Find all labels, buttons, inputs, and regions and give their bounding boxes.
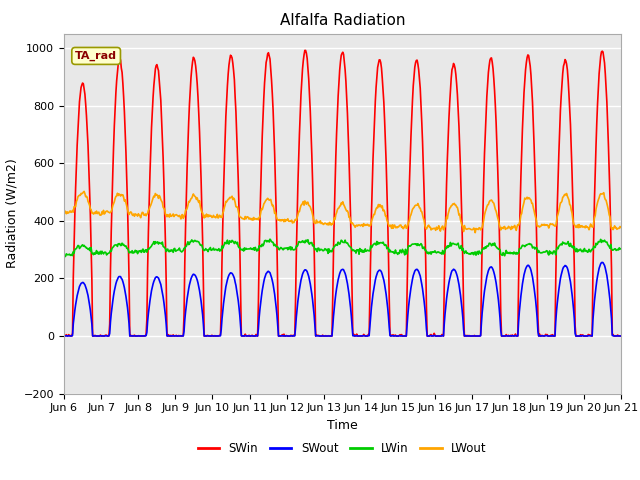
SWin — [412, 60, 419, 65]
SWin — [61, 333, 68, 339]
LWout — [60, 208, 68, 214]
SWin — [128, 333, 136, 339]
SWin — [60, 333, 68, 338]
LWout — [617, 225, 625, 230]
LWout — [70, 204, 78, 210]
LWin — [71, 246, 79, 252]
SWin — [617, 333, 625, 339]
SWout — [128, 333, 136, 339]
SWout — [185, 286, 193, 292]
LWin — [266, 236, 274, 242]
LWin — [185, 242, 193, 248]
SWout — [411, 268, 419, 274]
LWout — [80, 189, 88, 194]
SWout — [214, 333, 222, 339]
Y-axis label: Radiation (W/m2): Radiation (W/m2) — [5, 159, 18, 268]
LWout — [428, 227, 435, 233]
Text: TA_rad: TA_rad — [75, 51, 117, 61]
LWin — [428, 249, 436, 255]
SWout — [71, 308, 79, 313]
SWin — [301, 48, 308, 53]
Line: SWout: SWout — [64, 263, 621, 336]
Title: Alfalfa Radiation: Alfalfa Radiation — [280, 13, 405, 28]
Line: SWin: SWin — [64, 50, 621, 336]
LWin — [617, 246, 625, 252]
LWin — [128, 248, 136, 253]
Line: LWout: LWout — [64, 192, 621, 233]
SWin — [185, 120, 193, 125]
SWout — [428, 333, 435, 338]
LWout — [472, 230, 479, 236]
SWin — [214, 333, 222, 339]
Legend: SWin, SWout, LWin, LWout: SWin, SWout, LWin, LWout — [193, 437, 492, 460]
SWin — [71, 211, 79, 217]
LWin — [60, 252, 68, 257]
LWin — [214, 247, 222, 252]
Line: LWin: LWin — [64, 239, 621, 257]
LWout — [214, 215, 222, 221]
SWout — [60, 333, 68, 339]
SWin — [428, 333, 436, 339]
LWin — [412, 241, 419, 247]
X-axis label: Time: Time — [327, 419, 358, 432]
LWout — [128, 212, 136, 217]
SWout — [61, 333, 68, 339]
SWout — [617, 333, 625, 339]
LWout — [411, 203, 419, 209]
LWin — [61, 254, 68, 260]
SWout — [598, 260, 606, 265]
LWout — [185, 199, 193, 204]
